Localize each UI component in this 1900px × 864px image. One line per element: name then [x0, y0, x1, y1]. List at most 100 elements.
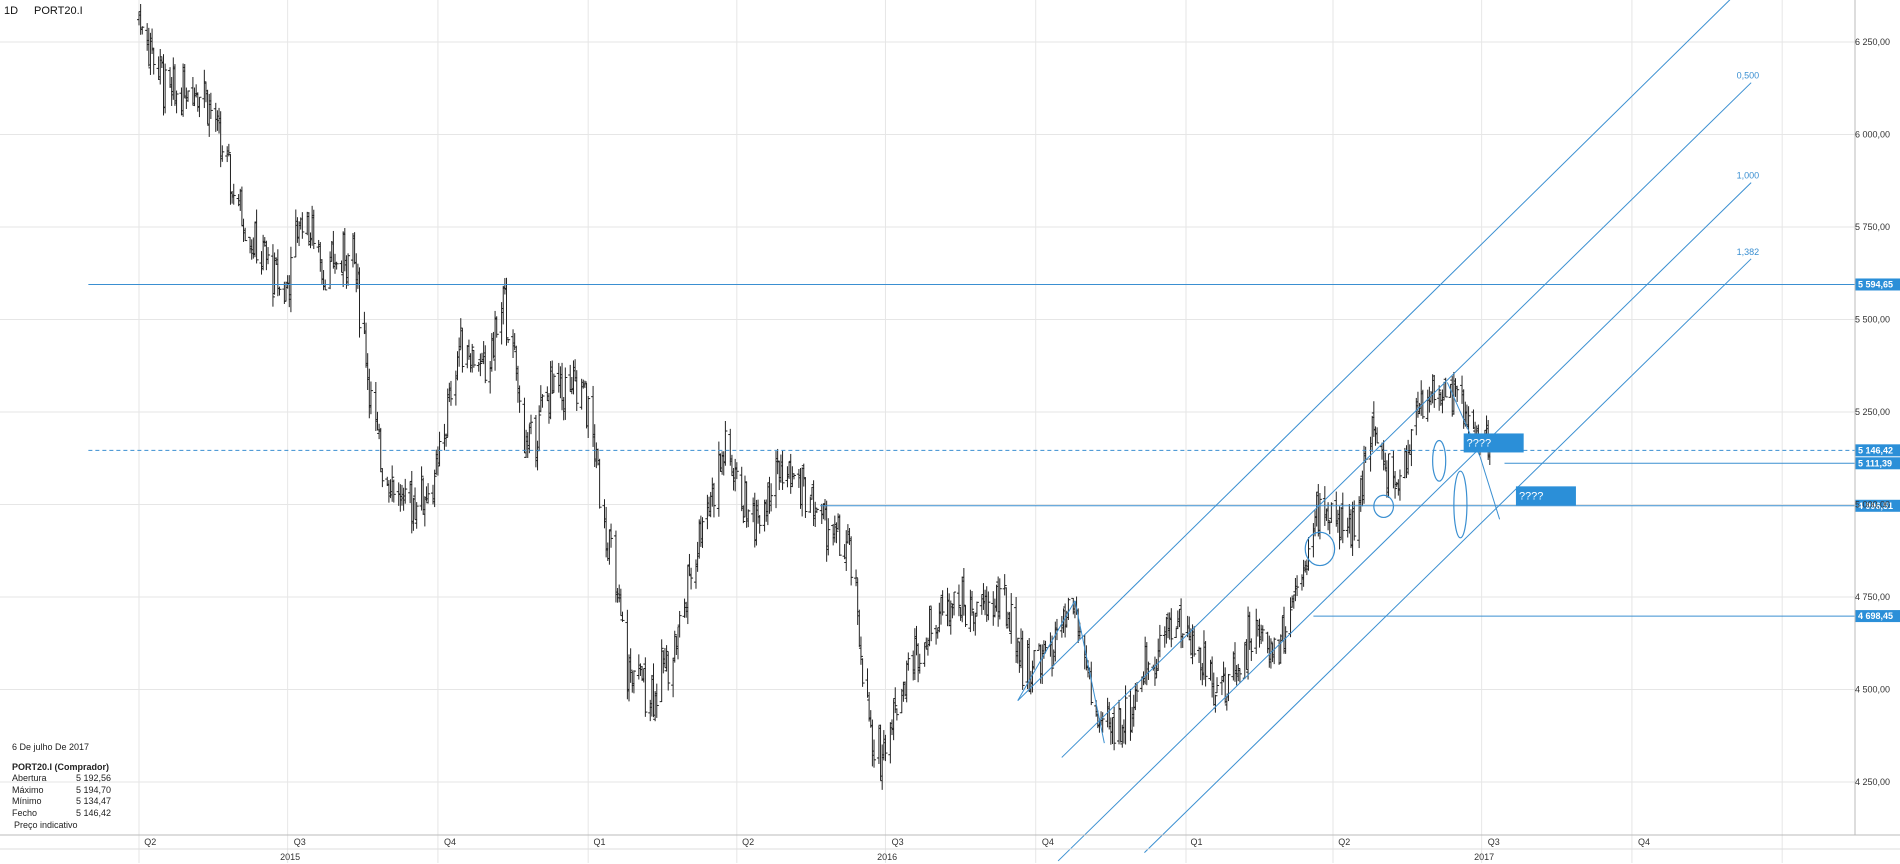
ohlc-bar — [597, 458, 602, 509]
ohlc-bar — [574, 370, 579, 411]
ohlc-bar — [1112, 706, 1117, 751]
ohlc-bar — [243, 227, 248, 242]
info-panel: 6 De julho De 2017 PORT20.I (Comprador) … — [12, 742, 111, 831]
info-row-value: 5 146,42 — [76, 807, 112, 818]
ohlc-bar — [1397, 469, 1402, 501]
fib-channel-line[interactable] — [1017, 0, 1747, 701]
question-label-box[interactable] — [1515, 486, 1576, 506]
ohlc-bar — [1337, 506, 1342, 550]
y-tick-label: 5 500,00 — [1855, 315, 1890, 325]
ohlc-bar — [1002, 574, 1007, 596]
y-tick-label: 6 250,00 — [1855, 37, 1890, 47]
ohlc-bar — [906, 652, 911, 671]
ohlc-bar — [1237, 668, 1242, 683]
ohlc-bar — [551, 373, 556, 394]
ohlc-bar — [872, 739, 877, 768]
price-level-badge[interactable] — [1855, 444, 1900, 457]
ohlc-bar — [1100, 712, 1105, 733]
ohlc-bar — [929, 606, 934, 642]
price-level-badge[interactable] — [1855, 499, 1900, 512]
fib-channel-line[interactable] — [1061, 82, 1752, 758]
annotations[interactable]: ???????? — [1304, 433, 1576, 567]
info-row-value: 5 134,47 — [76, 796, 112, 807]
ohlc-bar — [403, 478, 408, 504]
ohlc-bar — [300, 212, 305, 239]
ohlc-bar — [444, 433, 449, 447]
ohlc-bar — [1278, 634, 1283, 664]
fib-level-label: 1,382 — [1737, 247, 1760, 257]
ohlc-bar — [716, 441, 721, 517]
ohlc-bar — [659, 639, 664, 703]
highlight-ellipse[interactable] — [1373, 494, 1395, 519]
y-tick-label: 5 750,00 — [1855, 222, 1890, 232]
ohlc-bar — [974, 601, 979, 617]
ohlc-bar — [174, 90, 179, 114]
ohlc-bar — [917, 653, 922, 674]
fib-channel-line[interactable] — [1057, 182, 1752, 862]
ohlc-bar — [1236, 663, 1241, 682]
ohlc-bar — [643, 657, 648, 717]
highlight-ellipse[interactable] — [1304, 531, 1336, 567]
info-row-close: Fecho 5 146,42 — [12, 808, 111, 820]
question-label-box[interactable] — [1463, 433, 1524, 453]
ohlc-bar — [940, 590, 945, 616]
projection-line[interactable] — [1479, 456, 1501, 520]
ohlc-bar — [1272, 637, 1277, 665]
ohlc-bar — [654, 683, 659, 718]
ohlc-bar — [956, 584, 961, 617]
x-quarter-label: Q4 — [1042, 837, 1054, 847]
price-level-badge[interactable] — [1855, 457, 1900, 470]
ohlc-bar — [1169, 608, 1174, 648]
x-quarter-label: Q1 — [1190, 837, 1202, 847]
highlight-ellipse[interactable] — [1432, 439, 1447, 482]
price-level-badge[interactable] — [1855, 610, 1900, 623]
ohlc-bar — [1295, 575, 1300, 597]
ohlc-bar — [151, 47, 156, 75]
fib-anchor-line[interactable] — [1017, 600, 1076, 701]
ohlc-bar — [186, 90, 191, 102]
y-tick-label: 6 000,00 — [1855, 130, 1890, 140]
ohlc-bar — [529, 414, 534, 435]
highlight-ellipse[interactable] — [1453, 470, 1468, 539]
price-levels[interactable]: 5 594,65 5 146,42 5 111,39 4 996,51 4 698,45 — [88, 278, 1900, 623]
ohlc-bar — [711, 482, 716, 518]
ohlc-bar — [1409, 429, 1414, 467]
price-level-value: 4 698,45 — [1858, 611, 1893, 621]
info-row-label: Fecho — [12, 807, 38, 818]
ohlc-bar — [854, 569, 859, 587]
ohlc-bar — [163, 63, 168, 114]
price-level-badge[interactable] — [1855, 278, 1900, 291]
price-level-value: 4 996,51 — [1858, 501, 1893, 511]
ohlc-bar — [457, 337, 462, 367]
ohlc-bar — [1215, 677, 1220, 694]
ohlc-bar — [380, 468, 385, 488]
price-level-value: 5 111,39 — [1858, 458, 1892, 468]
ohlc-bar — [1455, 385, 1460, 402]
ohlc-bar — [1180, 633, 1185, 648]
info-row-value: 5 194,70 — [76, 784, 112, 795]
ohlc-bar — [620, 611, 625, 622]
x-quarter-label: Q2 — [742, 837, 754, 847]
y-tick-label: 4 250,00 — [1855, 777, 1890, 787]
ohlc-bar — [506, 338, 511, 344]
ohlc-bar — [140, 26, 145, 35]
ohlc-bar — [1283, 626, 1288, 654]
ohlc-bar — [1326, 502, 1331, 531]
symbol-label[interactable]: PORT20.I — [34, 5, 83, 17]
x-quarter-label: Q4 — [444, 837, 456, 847]
ohlc-bar — [858, 636, 863, 665]
ohlc-bar — [666, 650, 671, 691]
interval-label[interactable]: 1D — [4, 5, 19, 17]
ohlc-bar — [277, 286, 282, 296]
ohlc-bar — [1192, 626, 1197, 657]
fib-anchor-line[interactable] — [1074, 600, 1105, 744]
fib-channel-line[interactable] — [1144, 258, 1752, 854]
ohlc-bar — [368, 381, 373, 415]
ohlc-bar — [1174, 627, 1179, 639]
ohlc-bar — [1352, 500, 1357, 541]
ohlc-bar — [158, 49, 163, 85]
y-tick-label: 5 000,00 — [1855, 500, 1890, 510]
x-year-label: 2015 — [280, 852, 300, 862]
